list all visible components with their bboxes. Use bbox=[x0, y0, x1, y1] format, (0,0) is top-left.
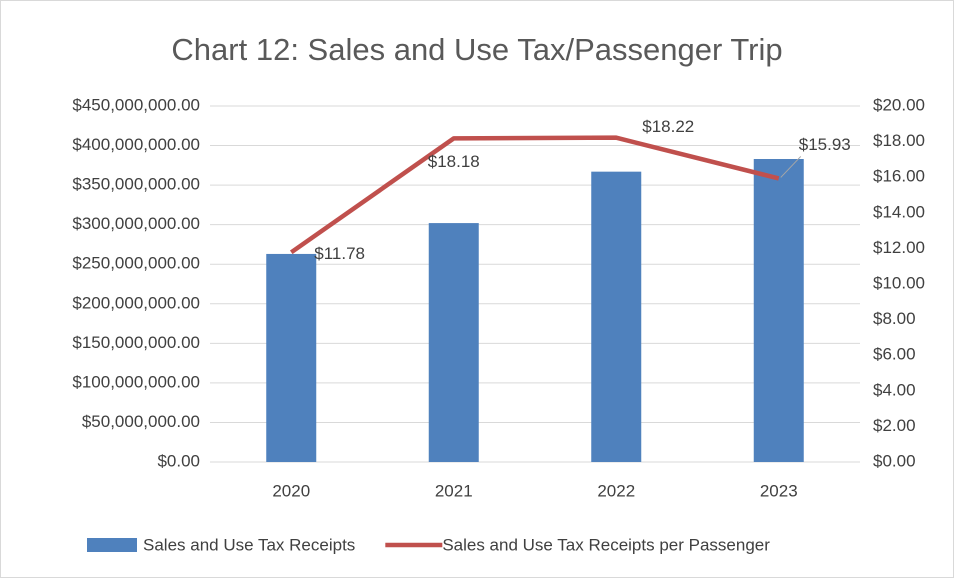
x-tick-label: 2021 bbox=[435, 481, 473, 500]
x-tick-label: 2020 bbox=[272, 481, 310, 500]
y2-tick-label: $18.00 bbox=[873, 131, 925, 150]
y2-tick-label: $8.00 bbox=[873, 309, 916, 328]
y2-tick-label: $14.00 bbox=[873, 202, 925, 221]
y-tick-label: $300,000,000.00 bbox=[72, 214, 200, 233]
legend-label: Sales and Use Tax Receipts per Passenger bbox=[442, 535, 770, 554]
data-label: $18.18 bbox=[428, 152, 480, 171]
y-tick-label: $100,000,000.00 bbox=[72, 372, 200, 391]
y2-tick-label: $6.00 bbox=[873, 345, 916, 364]
y-tick-label: $50,000,000.00 bbox=[82, 412, 200, 431]
leader-line bbox=[780, 156, 802, 178]
bar bbox=[266, 253, 317, 462]
y2-tick-label: $16.00 bbox=[873, 167, 925, 186]
y2-tick-label: $0.00 bbox=[873, 451, 916, 470]
data-label: $18.22 bbox=[642, 117, 694, 136]
y-tick-label: $400,000,000.00 bbox=[72, 135, 200, 154]
legend-label: Sales and Use Tax Receipts bbox=[143, 535, 355, 554]
x-tick-label: 2022 bbox=[597, 481, 635, 500]
y-tick-label: $350,000,000.00 bbox=[72, 175, 200, 194]
y2-tick-label: $2.00 bbox=[873, 416, 916, 435]
y-tick-label: $450,000,000.00 bbox=[72, 95, 200, 114]
y2-tick-label: $20.00 bbox=[873, 95, 925, 114]
y2-tick-label: $12.00 bbox=[873, 238, 925, 257]
data-label: $15.93 bbox=[799, 135, 851, 154]
data-label: $11.78 bbox=[314, 244, 365, 263]
y2-tick-label: $4.00 bbox=[873, 380, 916, 399]
y-tick-label: $250,000,000.00 bbox=[72, 254, 200, 273]
y-tick-label: $0.00 bbox=[157, 451, 200, 470]
legend-swatch bbox=[87, 538, 137, 552]
y-tick-label: $150,000,000.00 bbox=[72, 333, 200, 352]
x-tick-label: 2023 bbox=[760, 481, 798, 500]
bar bbox=[753, 159, 804, 462]
chart-title: Chart 12: Sales and Use Tax/Passenger Tr… bbox=[171, 32, 782, 67]
y2-tick-label: $10.00 bbox=[873, 273, 925, 292]
bar bbox=[591, 171, 642, 462]
bar bbox=[428, 223, 479, 462]
y-tick-label: $200,000,000.00 bbox=[72, 293, 200, 312]
line-series bbox=[289, 135, 780, 255]
